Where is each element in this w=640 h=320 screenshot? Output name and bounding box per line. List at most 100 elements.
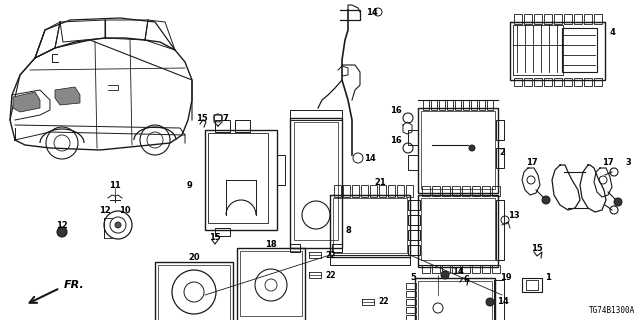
Bar (290, 118, 342, 248)
Bar (463, 100, 469, 110)
Bar (406, 307, 416, 313)
Bar (544, 14, 552, 24)
Bar (158, 265, 230, 320)
Bar (524, 78, 532, 86)
Circle shape (441, 271, 449, 279)
Text: 14: 14 (364, 154, 376, 163)
Bar (564, 78, 572, 86)
Bar (408, 130, 418, 145)
Text: 6: 6 (463, 276, 469, 284)
Text: 9: 9 (186, 180, 192, 189)
Bar (418, 281, 492, 320)
Bar (494, 280, 504, 320)
Text: 19: 19 (500, 274, 511, 283)
Text: 21: 21 (374, 178, 386, 187)
Bar (408, 200, 420, 210)
Bar (447, 100, 453, 110)
Bar (332, 244, 342, 252)
Bar (290, 110, 342, 120)
Bar (431, 100, 437, 110)
Text: 16: 16 (390, 106, 402, 115)
Text: 10: 10 (119, 205, 131, 214)
Bar (408, 245, 420, 255)
Bar (215, 120, 230, 132)
Bar (482, 265, 490, 273)
Bar (496, 120, 504, 140)
Text: FR.: FR. (64, 280, 84, 290)
Bar (422, 265, 430, 273)
Text: 2: 2 (499, 148, 505, 156)
Bar (514, 14, 522, 24)
Bar (471, 100, 477, 110)
Text: 20: 20 (188, 253, 200, 262)
Text: 17: 17 (602, 157, 614, 166)
Bar (452, 265, 460, 273)
Circle shape (115, 222, 121, 228)
Bar (423, 100, 429, 110)
Bar (432, 186, 440, 196)
Circle shape (542, 196, 550, 204)
Bar (472, 186, 480, 196)
Bar (522, 278, 542, 292)
Bar (584, 78, 592, 86)
Bar (574, 14, 582, 24)
Bar (208, 133, 268, 223)
Text: 4: 4 (610, 28, 616, 36)
Bar (514, 78, 522, 86)
Bar (240, 251, 302, 316)
Bar (408, 155, 418, 170)
Text: 11: 11 (109, 180, 121, 189)
Text: TG74B1300A: TG74B1300A (589, 306, 635, 315)
Bar (534, 14, 542, 24)
Bar (408, 230, 420, 240)
Polygon shape (13, 92, 40, 112)
Text: 7: 7 (222, 114, 228, 123)
Text: 18: 18 (265, 239, 277, 249)
Text: 3: 3 (625, 157, 631, 166)
Text: 12: 12 (99, 205, 111, 214)
Bar (584, 14, 592, 24)
Bar (534, 78, 542, 86)
Circle shape (469, 145, 475, 151)
Bar (442, 186, 450, 196)
Bar (415, 278, 495, 320)
Bar (205, 130, 277, 230)
Text: 15: 15 (209, 233, 221, 242)
Bar (513, 25, 563, 75)
Bar (526, 280, 538, 290)
Bar (406, 283, 416, 289)
Bar (418, 195, 498, 267)
Text: 16: 16 (390, 135, 402, 145)
Text: 22: 22 (325, 270, 335, 279)
Bar (439, 100, 445, 110)
Bar (237, 248, 305, 320)
Circle shape (57, 227, 67, 237)
Bar (554, 14, 562, 24)
Text: 12: 12 (56, 220, 68, 229)
Bar (421, 198, 495, 260)
Bar (155, 262, 233, 320)
Text: 15: 15 (196, 114, 208, 123)
Bar (524, 14, 532, 24)
Bar (594, 14, 602, 24)
Bar (406, 315, 416, 320)
Bar (290, 244, 300, 252)
Bar (334, 185, 341, 197)
Bar (492, 186, 500, 196)
Bar (408, 215, 420, 225)
Bar (564, 14, 572, 24)
Bar (361, 185, 368, 197)
Bar (442, 265, 450, 273)
Bar (370, 185, 377, 197)
Bar (554, 78, 562, 86)
Bar (594, 78, 602, 86)
Bar (492, 265, 500, 273)
Text: 22: 22 (378, 298, 388, 307)
Text: 14: 14 (452, 268, 464, 276)
Bar (235, 120, 250, 132)
Bar (215, 228, 230, 236)
Text: 15: 15 (531, 244, 543, 252)
Text: 1: 1 (545, 274, 551, 283)
Bar (330, 195, 410, 257)
Polygon shape (55, 87, 80, 105)
